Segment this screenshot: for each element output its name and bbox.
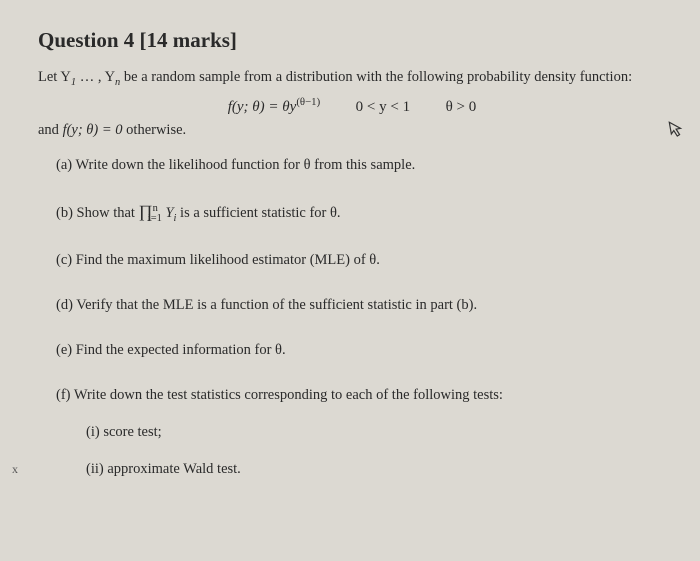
part-b-pre: Show that — [73, 205, 139, 221]
part-a-label: (a) — [56, 157, 72, 173]
part-c-text: Find the maximum likelihood estimator (M… — [72, 252, 380, 268]
subpart-i-text: score test; — [100, 424, 162, 440]
intro-mid: … , Y — [76, 69, 115, 85]
part-a: (a) Write down the likelihood function f… — [56, 155, 666, 176]
part-b-post: is a sufficient statistic for θ. — [176, 205, 340, 221]
question-title: Question 4 [14 marks] — [38, 28, 666, 53]
part-f-text: Write down the test statistics correspon… — [71, 387, 503, 403]
formula-cond2: θ > 0 — [446, 99, 477, 115]
part-d-text: Verify that the MLE is a function of the… — [73, 297, 477, 313]
product-bottom: i=1 — [148, 213, 162, 224]
part-b: (b) Show that ∏ni=1 Yi is a sufficient s… — [56, 200, 666, 226]
otherwise-post: otherwise. — [123, 122, 187, 138]
subpart-ii-text: approximate Wald test. — [104, 461, 241, 477]
part-b-yi: Y — [162, 205, 174, 221]
otherwise-math: f(y; θ) = 0 — [63, 122, 123, 138]
intro-seg1: Let Y — [38, 69, 71, 85]
part-c: (c) Find the maximum likelihood estimato… — [56, 250, 666, 271]
part-d-label: (d) — [56, 297, 73, 313]
subpart-ii: (ii) approximate Wald test. — [86, 459, 666, 480]
otherwise-line: and f(y; θ) = 0 otherwise. — [38, 122, 666, 139]
part-c-label: (c) — [56, 252, 72, 268]
formula-cond1: 0 < y < 1 — [356, 99, 410, 115]
margin-mark: x — [12, 462, 18, 477]
cursor-icon — [668, 119, 686, 144]
intro-text: Let Y1 … , Yn be a random sample from a … — [38, 67, 666, 90]
part-e-label: (e) — [56, 342, 72, 358]
density-formula: f(y; θ) = θy(θ−1) 0 < y < 1 θ > 0 — [38, 96, 666, 116]
formula-lhs: f(y; θ) = θy — [228, 99, 297, 115]
subpart-ii-label: (ii) — [86, 461, 104, 477]
subpart-i-label: (i) — [86, 424, 100, 440]
part-b-label: (b) — [56, 205, 73, 221]
intro-seg2: be a random sample from a distribution w… — [120, 69, 632, 85]
part-a-text: Write down the likelihood function for θ… — [72, 157, 415, 173]
formula-exponent: (θ−1) — [296, 96, 320, 108]
subpart-i: (i) score test; — [86, 422, 666, 443]
part-e: (e) Find the expected information for θ. — [56, 340, 666, 361]
part-f: (f) Write down the test statistics corre… — [56, 385, 666, 406]
part-e-text: Find the expected information for θ. — [72, 342, 286, 358]
part-f-label: (f) — [56, 387, 71, 403]
otherwise-pre: and — [38, 122, 63, 138]
part-d: (d) Verify that the MLE is a function of… — [56, 295, 666, 316]
